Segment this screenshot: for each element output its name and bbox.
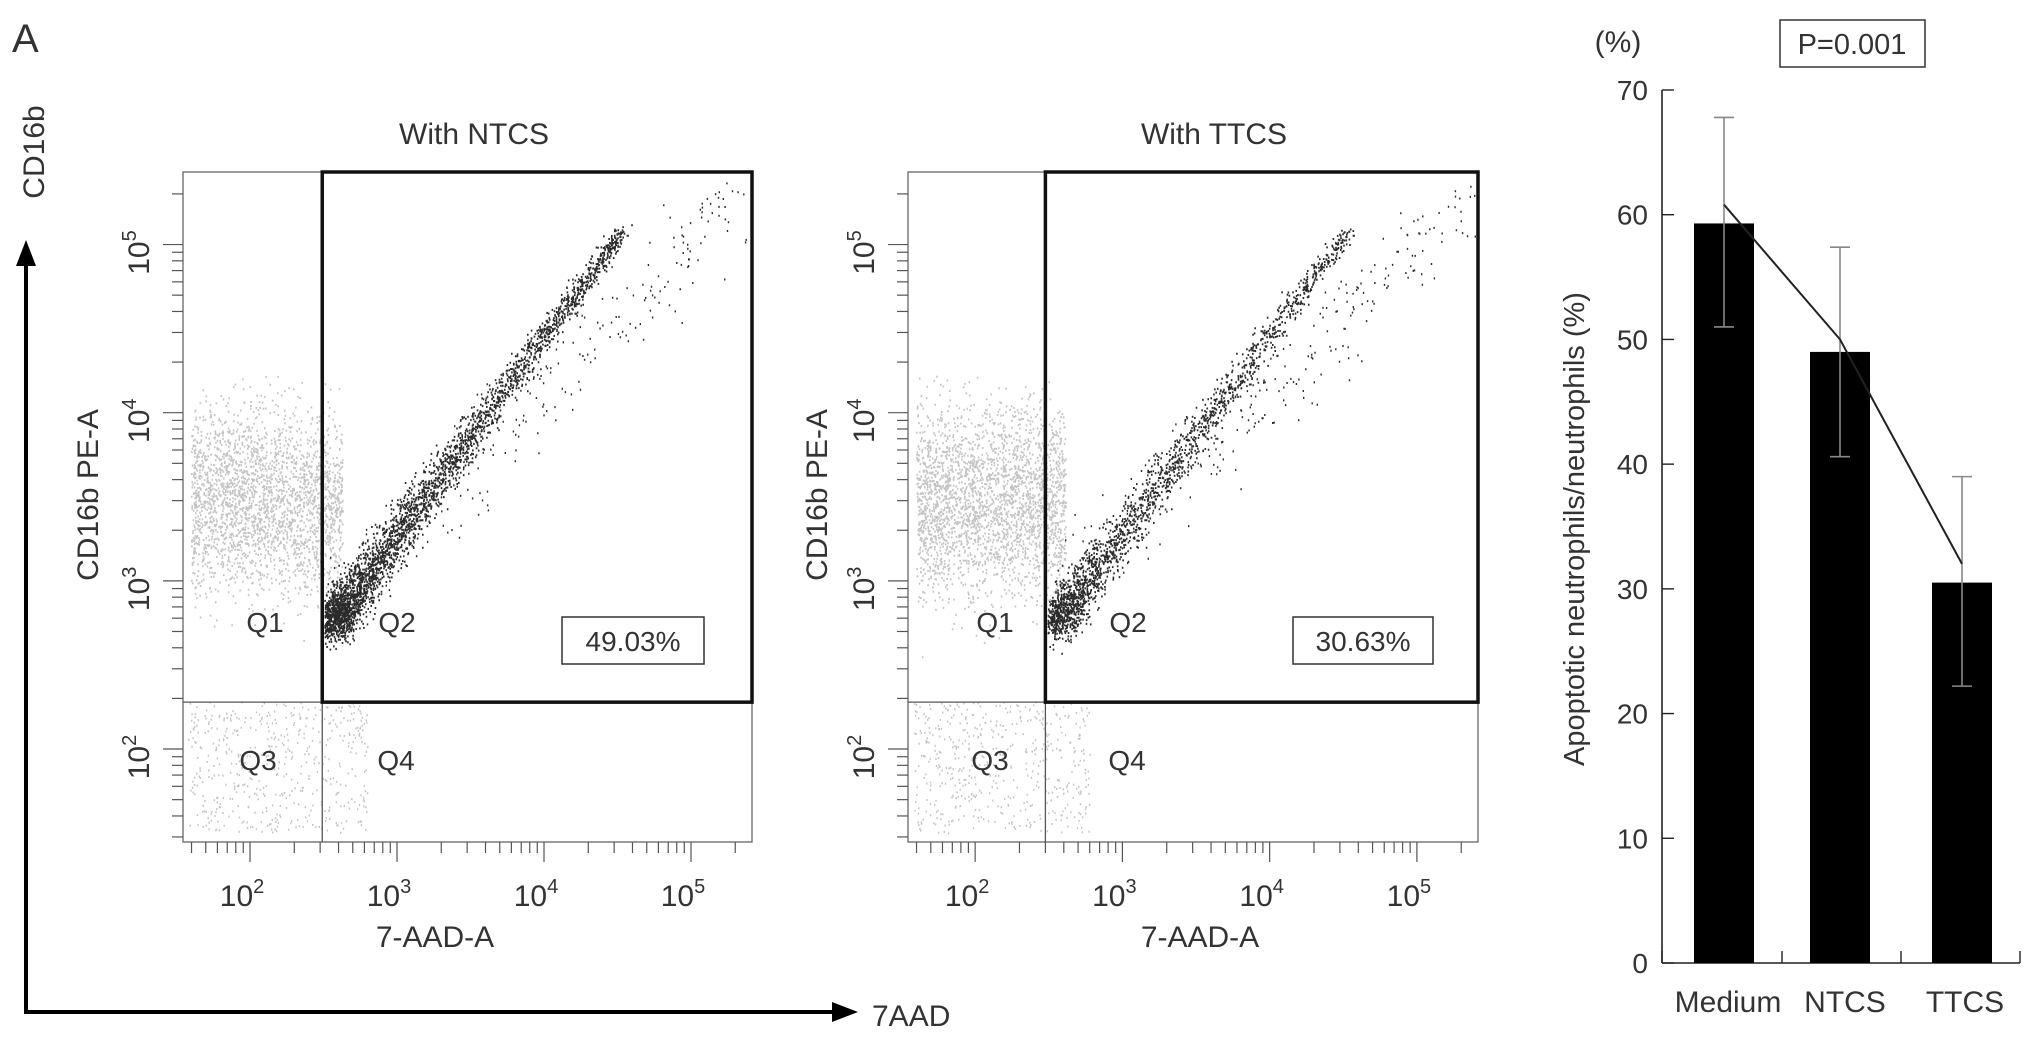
y-tick-label: 40 <box>1617 449 1648 480</box>
q2-gate <box>320 170 754 704</box>
x-tick-label: 105 <box>661 876 706 913</box>
percent-box <box>561 616 705 665</box>
x-tick-label: 102 <box>945 876 990 913</box>
x-arrow-label: 7AAD <box>872 1000 950 1033</box>
x-tick-label: Medium <box>1675 986 1782 1019</box>
y-tick-label: 20 <box>1617 699 1648 730</box>
quadrant-label-q3: Q3 <box>239 745 276 776</box>
bar-axes: 0 10 20 30 40 50 60 70 <box>1617 75 2021 979</box>
flow-title: With NTCS <box>399 118 549 151</box>
y-tick-label: 105 <box>119 230 156 275</box>
scatter-points <box>914 185 1476 835</box>
percent-annotation: 49.03% <box>586 626 681 657</box>
x-tick-label: 102 <box>220 876 265 913</box>
y-tick-label: 103 <box>844 567 881 612</box>
p-value-box <box>1779 19 1926 68</box>
y-tick-label: 10 <box>1617 823 1648 854</box>
flow-plot-ttcs: With TTCS 102 103 104 105 102 103 104 105 Q1 Q2… <box>801 118 1480 954</box>
x-axis-label: 7-AAD-A <box>376 921 494 954</box>
trend-line <box>1723 204 1963 565</box>
y-arrow-label: CD16b <box>18 105 51 198</box>
x-tick-label: 104 <box>1239 876 1284 913</box>
y-axis-label: CD16b PE-A <box>801 409 834 581</box>
p-value-annotation: P=0.001 <box>1798 29 1907 61</box>
y-tick-label: 105 <box>844 230 881 275</box>
percent-annotation: 30.63% <box>1316 626 1411 657</box>
apoptotic-dots <box>1047 185 1476 655</box>
apoptotic-dots <box>324 182 747 651</box>
y-axis-label: Apoptotic neutrophils/neutrophils (%) <box>1559 292 1591 766</box>
unit-label: (%) <box>1595 26 1642 59</box>
quadrant-gates <box>183 170 754 842</box>
quadrant-label-q4: Q4 <box>377 745 414 776</box>
y-tick-label: 50 <box>1617 324 1648 355</box>
x-tick-label: TTCS <box>1926 986 2004 1019</box>
x-tick-label: NTCS <box>1804 986 1886 1019</box>
y-arrowhead <box>16 240 36 266</box>
x-arrowhead <box>832 1002 858 1022</box>
y-tick-label: 0 <box>1632 948 1648 979</box>
quadrant-label-q1: Q1 <box>246 607 283 638</box>
population-dots <box>914 375 1091 835</box>
bar-chart: (%) P=0.001 Apoptotic neutrophils/neutro… <box>1559 19 2021 1019</box>
x-tick-label: 105 <box>1387 876 1432 913</box>
y-tick-label: 30 <box>1617 574 1648 605</box>
y-tick-label: 70 <box>1617 75 1648 106</box>
x-axis-label: 7-AAD-A <box>1141 921 1259 954</box>
quadrant-label-q4: Q4 <box>1108 745 1145 776</box>
flow-plot-ntcs: With NTCS 102 103 104 105 102 103 104 105 Q1 Q2… <box>72 118 754 954</box>
x-tick-label: 103 <box>1092 876 1137 913</box>
y-tick-label: 104 <box>844 398 881 443</box>
flow-title: With TTCS <box>1141 118 1287 151</box>
y-axis-label: CD16b PE-A <box>72 409 105 581</box>
scatter-points <box>188 182 747 834</box>
plot-frame <box>907 171 1479 843</box>
y-tick-label: 60 <box>1617 200 1648 231</box>
y-tick-label: 104 <box>119 398 156 443</box>
panel-label: A <box>12 17 39 61</box>
quadrant-label-q1: Q1 <box>976 607 1013 638</box>
axis-arrows: CD16b 7AAD <box>16 105 950 1033</box>
y-tick-label: 103 <box>119 567 156 612</box>
x-tick-label: 104 <box>514 876 559 913</box>
percent-box <box>1292 616 1434 665</box>
bar-medium <box>1694 223 1754 964</box>
y-tick-label: 102 <box>119 735 156 780</box>
x-tick-label: 103 <box>367 876 412 913</box>
q2-gate <box>1043 170 1480 704</box>
bar-marks <box>1694 116 1992 964</box>
y-tick-label: 102 <box>844 735 881 780</box>
quadrant-label-q2: Q2 <box>1109 607 1146 638</box>
quadrant-label-q2: Q2 <box>378 607 415 638</box>
quadrant-label-q3: Q3 <box>971 745 1008 776</box>
quadrant-gates <box>908 170 1480 842</box>
